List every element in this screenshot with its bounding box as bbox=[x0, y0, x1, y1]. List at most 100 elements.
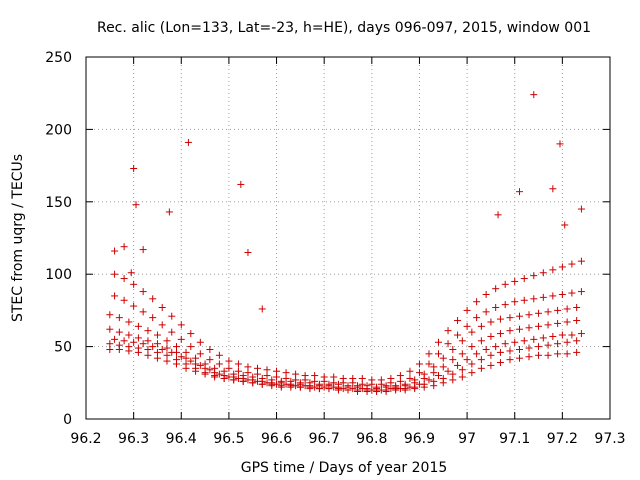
data-point bbox=[558, 263, 566, 271]
x-tick-label: 96.2 bbox=[70, 431, 101, 447]
data-point bbox=[244, 248, 252, 256]
data-point bbox=[577, 288, 585, 296]
data-point bbox=[561, 221, 569, 229]
data-point bbox=[487, 318, 495, 326]
data-point bbox=[530, 335, 538, 343]
x-tick-label: 96.8 bbox=[356, 431, 387, 447]
data-point bbox=[415, 380, 423, 388]
data-point bbox=[544, 351, 552, 359]
data-point bbox=[520, 296, 528, 304]
data-point bbox=[406, 374, 414, 382]
grid-lines bbox=[86, 57, 610, 419]
data-point bbox=[556, 140, 564, 148]
data-point bbox=[115, 341, 123, 349]
data-point bbox=[396, 385, 404, 393]
data-point bbox=[396, 372, 404, 380]
data-point bbox=[463, 356, 471, 364]
data-point bbox=[134, 322, 142, 330]
data-point bbox=[263, 366, 271, 374]
data-point bbox=[482, 290, 490, 298]
data-point bbox=[515, 312, 523, 320]
data-point bbox=[544, 308, 552, 316]
data-point bbox=[296, 379, 304, 387]
x-tick-label: 97.2 bbox=[547, 431, 578, 447]
data-point bbox=[173, 356, 181, 364]
data-point bbox=[444, 367, 452, 375]
data-point bbox=[215, 360, 223, 368]
data-point bbox=[554, 306, 562, 314]
data-point bbox=[106, 340, 114, 348]
y-tick-label: 100 bbox=[45, 267, 72, 283]
data-point bbox=[211, 364, 219, 372]
data-point bbox=[482, 345, 490, 353]
data-point bbox=[115, 328, 123, 336]
data-point bbox=[111, 292, 119, 300]
y-tick-label: 0 bbox=[63, 412, 72, 428]
data-point bbox=[511, 277, 519, 285]
x-tick-label: 97.1 bbox=[499, 431, 530, 447]
data-point bbox=[539, 269, 547, 277]
data-point bbox=[177, 353, 185, 361]
data-point bbox=[230, 370, 238, 378]
data-point bbox=[430, 377, 438, 385]
data-point bbox=[477, 356, 485, 364]
data-point bbox=[425, 360, 433, 368]
data-point bbox=[165, 208, 173, 216]
data-point bbox=[111, 247, 119, 255]
data-point bbox=[525, 324, 533, 332]
x-tick-label: 96.3 bbox=[118, 431, 149, 447]
data-point bbox=[435, 372, 443, 380]
data-point bbox=[477, 364, 485, 372]
data-point bbox=[468, 328, 476, 336]
data-point bbox=[177, 335, 185, 343]
data-point bbox=[494, 211, 502, 219]
data-point bbox=[535, 322, 543, 330]
data-point bbox=[573, 348, 581, 356]
y-tick-label: 150 bbox=[45, 195, 72, 211]
data-point bbox=[115, 314, 123, 322]
data-point bbox=[525, 353, 533, 361]
data-point bbox=[120, 296, 128, 304]
data-point bbox=[258, 305, 266, 313]
data-point bbox=[525, 311, 533, 319]
data-point bbox=[363, 382, 371, 390]
data-point bbox=[158, 345, 166, 353]
data-point bbox=[454, 361, 462, 369]
data-point bbox=[306, 379, 314, 387]
data-point bbox=[473, 350, 481, 358]
data-point bbox=[106, 311, 114, 319]
data-point bbox=[244, 363, 252, 371]
data-point bbox=[487, 351, 495, 359]
data-point bbox=[573, 317, 581, 325]
data-point bbox=[549, 292, 557, 300]
data-point bbox=[130, 302, 138, 310]
data-point bbox=[468, 369, 476, 377]
data-point bbox=[492, 343, 500, 351]
data-point bbox=[311, 372, 319, 380]
data-point bbox=[458, 337, 466, 345]
data-point bbox=[496, 359, 504, 367]
data-point bbox=[144, 327, 152, 335]
data-point bbox=[187, 330, 195, 338]
data-point bbox=[473, 298, 481, 306]
data-point bbox=[273, 367, 281, 375]
data-point bbox=[535, 309, 543, 317]
data-points bbox=[106, 91, 585, 395]
data-point bbox=[387, 374, 395, 382]
data-point bbox=[127, 269, 135, 277]
data-point bbox=[515, 188, 523, 196]
data-point bbox=[415, 369, 423, 377]
data-point bbox=[573, 304, 581, 312]
data-point bbox=[220, 367, 228, 375]
data-point bbox=[501, 280, 509, 288]
data-point bbox=[301, 372, 309, 380]
data-point bbox=[496, 315, 504, 323]
data-point bbox=[153, 331, 161, 339]
data-point bbox=[330, 373, 338, 381]
data-point bbox=[449, 345, 457, 353]
data-point bbox=[477, 337, 485, 345]
data-point bbox=[292, 370, 300, 378]
data-point bbox=[334, 380, 342, 388]
data-point bbox=[458, 350, 466, 358]
